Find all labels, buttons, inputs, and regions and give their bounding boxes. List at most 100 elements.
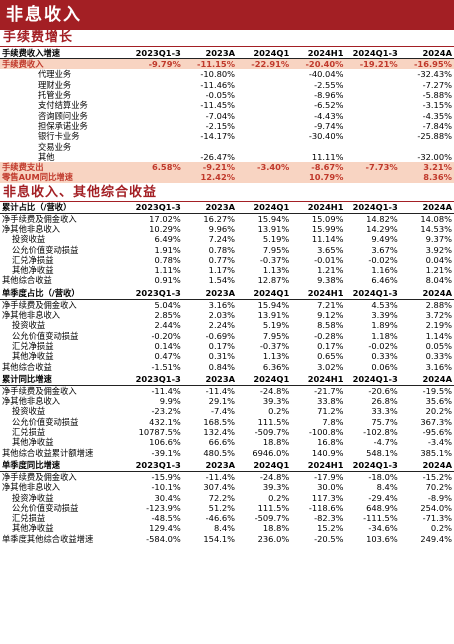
column-header: 2023Q1-3 bbox=[128, 459, 183, 472]
table-cell: 26.8% bbox=[371, 396, 398, 407]
table-cell: 72.2% bbox=[208, 492, 236, 503]
table-row: 理财业务 -11.46% -2.55% -7.27% bbox=[0, 80, 454, 90]
table-cell: 7.21% bbox=[317, 299, 344, 310]
column-header: 2024Q1 bbox=[237, 287, 292, 300]
table-cell: 15.94% bbox=[257, 213, 290, 224]
row-label: 其他综合收益累计额增速 bbox=[2, 447, 94, 458]
table-cell bbox=[128, 172, 183, 183]
table-cell: 8.4% bbox=[376, 482, 398, 493]
table-row: 单季度其他综合收益增速 -584.0% 154.1% 236.0% -20.5% 103.… bbox=[0, 534, 454, 544]
table-cell bbox=[183, 141, 237, 151]
row-label: 汇兑损益 bbox=[12, 513, 46, 524]
table-cell: 2.19% bbox=[425, 320, 452, 331]
row-label: 公允价值变动损益 bbox=[12, 244, 79, 255]
table-cell: 254.0% bbox=[420, 502, 452, 513]
table-row: 汇兑损益 -48.5% -46.6% -509.7% -82.3% -111.5% -71.… bbox=[0, 513, 454, 523]
table-cell: 10787.5% bbox=[138, 427, 181, 438]
table-cell: 9.9% bbox=[159, 396, 181, 407]
row-label: 公允价值变动损益 bbox=[12, 416, 79, 427]
table-cell: -7.4% bbox=[210, 406, 236, 417]
table-cell: -19.5% bbox=[422, 385, 452, 396]
table-cell: 9.96% bbox=[208, 224, 236, 234]
table-row: 净其他非息收入 9.9% 29.1% 39.3% 33.8% 26.8% 35.6% bbox=[0, 396, 454, 406]
table-row: 托管业务 -0.05% -8.96% -5.88% bbox=[0, 90, 454, 100]
table-cell: -29.4% bbox=[368, 492, 398, 503]
table-cell: 10.79% bbox=[291, 172, 346, 183]
table-cell bbox=[346, 90, 400, 100]
table-cell: 18.8% bbox=[262, 523, 290, 534]
table-cell: 1.18% bbox=[371, 330, 398, 341]
table-cell: 2.88% bbox=[425, 299, 452, 310]
table-cell: 1.14% bbox=[425, 330, 452, 341]
table-cell: -48.5% bbox=[151, 513, 181, 524]
table-cell: -6.52% bbox=[314, 100, 344, 111]
table-cell: 0.78% bbox=[208, 244, 236, 255]
table-cell: 15.2% bbox=[317, 523, 344, 534]
row-label: 其他净收益 bbox=[12, 351, 54, 362]
table-cell: -39.1% bbox=[151, 447, 181, 458]
row-label: 净手续费及佣金收入 bbox=[2, 213, 77, 224]
table-cell: 385.1% bbox=[420, 447, 452, 458]
table-cell bbox=[237, 131, 291, 141]
table-header-label: 单季度占比（/营收） bbox=[0, 287, 129, 300]
table-cell: 1.21% bbox=[425, 265, 452, 276]
table-cell: 154.1% bbox=[203, 533, 236, 544]
table-cell: 14.08% bbox=[420, 213, 452, 224]
table-cell bbox=[237, 110, 291, 120]
column-header: 2024A bbox=[399, 287, 454, 300]
table-cell: -9.79% bbox=[128, 58, 183, 70]
table-cell: 1.89% bbox=[371, 320, 398, 331]
table-cell: 2.03% bbox=[208, 310, 236, 321]
table-cell bbox=[237, 100, 291, 110]
table-cell: 7.95% bbox=[262, 244, 290, 255]
column-header: 2024Q1-3 bbox=[345, 201, 400, 214]
table-cell bbox=[129, 90, 183, 100]
table-cell: -584.0% bbox=[146, 533, 181, 544]
row-label: 理财业务 bbox=[38, 79, 72, 90]
column-header: 2023Q1-3 bbox=[128, 287, 183, 300]
table-cell: -11.45% bbox=[200, 100, 236, 111]
row-label: 咨询顾问业务 bbox=[38, 110, 88, 121]
table-cell: -19.21% bbox=[345, 58, 400, 70]
table-cell: -10.80% bbox=[200, 69, 236, 80]
table-cell: 6.46% bbox=[371, 275, 398, 286]
column-header: 2023A bbox=[182, 373, 238, 386]
table-cell: 0.91% bbox=[154, 275, 181, 286]
table-cell: -71.3% bbox=[422, 513, 452, 524]
column-header: 2024Q1-3 bbox=[345, 373, 400, 386]
section-title: 手续费增长 bbox=[0, 30, 454, 47]
table-row: 净其他非息收入 -10.1% 307.4% 39.3% 30.0% 8.4% 70.2% bbox=[0, 482, 454, 492]
table-cell: 0.84% bbox=[208, 361, 236, 372]
table-cell: -0.02% bbox=[368, 340, 398, 351]
table-cell: 15.09% bbox=[311, 213, 344, 224]
table-cell: 8.58% bbox=[317, 320, 344, 331]
table-cell: -0.28% bbox=[314, 330, 344, 341]
table-cell: 5.04% bbox=[154, 299, 181, 310]
row-label: 净手续费及佣金收入 bbox=[2, 299, 77, 310]
table-row: 汇兑损益 10787.5% 132.4% -509.7% -100.8% -102.8% -… bbox=[0, 427, 454, 437]
row-label: 担保承诺业务 bbox=[38, 120, 88, 131]
table-cell: 480.5% bbox=[203, 447, 236, 458]
table-cell bbox=[237, 152, 291, 162]
table-cell bbox=[129, 80, 183, 90]
table-cell: 3.65% bbox=[317, 244, 344, 255]
row-label: 银行卡业务 bbox=[38, 131, 80, 142]
table-cell bbox=[237, 141, 291, 151]
table-row: 银行卡业务 -14.17% -30.40% -25.88% bbox=[0, 131, 454, 141]
table-cell: -22.91% bbox=[237, 58, 292, 70]
table-cell: -11.15% bbox=[182, 58, 238, 70]
column-header: 2023Q1-3 bbox=[128, 47, 183, 59]
report-content: 手续费增长 手续费收入增速 2023Q1-3 2023A 2024Q1 2024H1 202… bbox=[0, 30, 454, 546]
table-cell: -24.8% bbox=[259, 385, 290, 396]
table-cell: 0.47% bbox=[154, 351, 181, 362]
table-cell: -8.9% bbox=[427, 492, 452, 503]
table-cell: -0.69% bbox=[205, 330, 236, 341]
row-label: 公允价值变动损益 bbox=[12, 502, 79, 513]
table-row: 净手续费及佣金收入 -15.9% -11.4% -24.8% -17.9% -18.0% -… bbox=[0, 471, 454, 482]
table-row: 手续费收入 -9.79% -11.15% -22.91% -20.40% -19.21% -… bbox=[0, 58, 454, 70]
row-label: 净其他非息收入 bbox=[2, 482, 61, 493]
table-cell: 249.4% bbox=[420, 533, 452, 544]
column-header: 2024A bbox=[399, 459, 454, 472]
table-cell bbox=[400, 141, 454, 151]
table-cell: -82.3% bbox=[314, 513, 344, 524]
